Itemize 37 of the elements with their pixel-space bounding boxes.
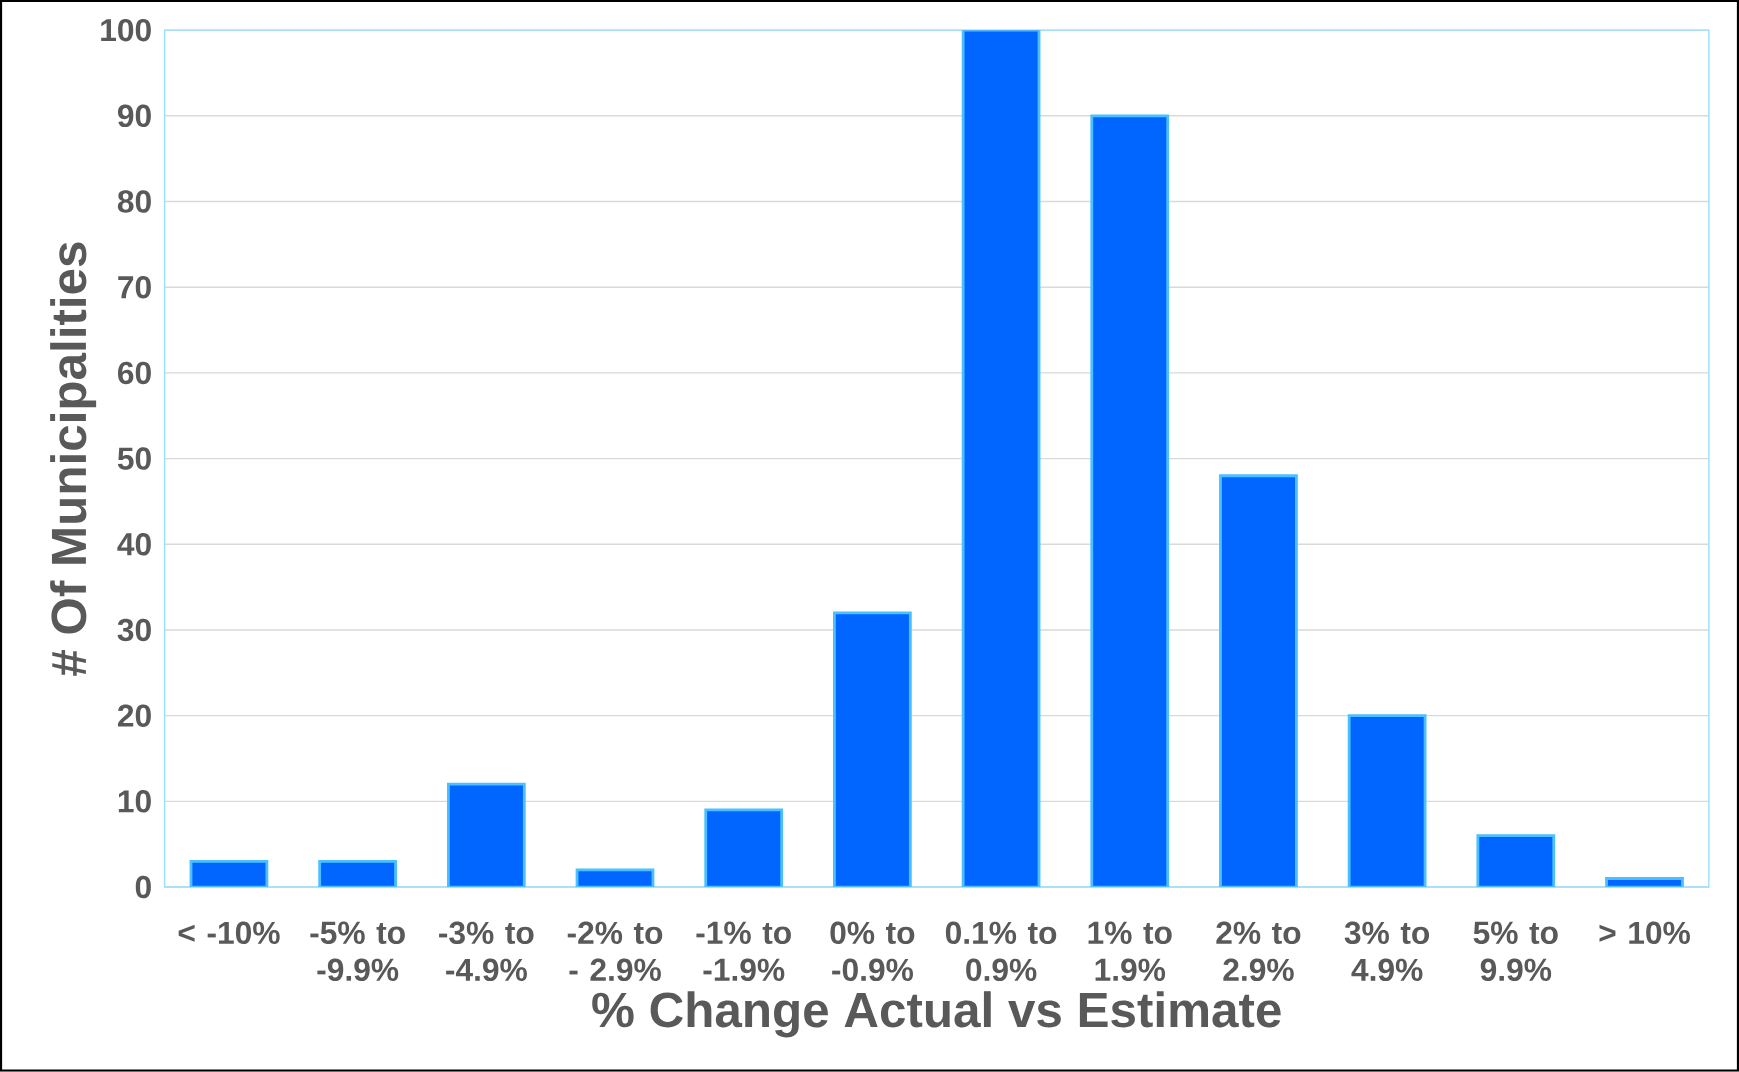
x-tick-label: 0% to -0.9% [830,921,915,982]
y-axis-title: # Of Municipalities [50,242,97,676]
x-tick-label: 5% to 9.9% [1473,921,1558,982]
y-tick-label: 40 [117,533,151,556]
y-tick-label: 100 [101,19,151,42]
x-tick-label: -5% to -9.9% [310,921,405,982]
bar [446,782,526,888]
bar [1476,834,1556,888]
x-tick-label: < -10% [178,921,280,945]
x-tick-label: -1% to -1.9% [696,921,791,982]
bar [1219,474,1298,888]
bar [704,808,784,888]
bar [961,30,1041,888]
y-tick-label: 70 [118,276,151,299]
y-tick-label: 60 [118,361,151,385]
y-tick-label: 30 [117,618,151,642]
bar [575,868,655,888]
x-tick-label: 0.1% to 0.9% [945,921,1057,982]
y-tick-label: 90 [117,104,151,128]
x-tick-label: 1% to 1.9% [1088,921,1172,982]
bar [189,860,269,888]
y-tick-label: 0 [135,875,151,899]
x-tick-label: 3% to 4.9% [1344,921,1430,982]
bar [1347,714,1427,888]
x-tick-label: > 10% [1599,921,1690,945]
bar [1090,114,1170,888]
x-tick-label: -2% to - 2.9% [567,921,663,982]
bar [318,860,398,888]
y-tick-label: 80 [117,190,151,213]
x-axis-title: % Change Actual vs Estimate [592,991,1281,1038]
x-tick-label: -3% to -4.9% [439,921,534,982]
bar [1605,877,1684,888]
y-tick-label: 50 [117,447,151,470]
bar [833,611,912,888]
y-tick-label: 10 [118,790,151,813]
x-tick-label: 2% to 2.9% [1216,921,1301,982]
y-tick-label: 20 [117,704,151,728]
